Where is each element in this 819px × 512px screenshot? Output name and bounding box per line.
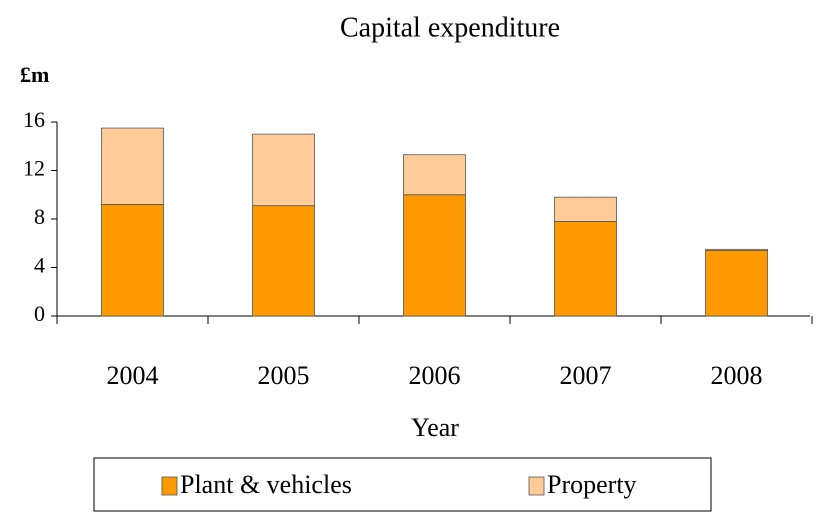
bar-segment xyxy=(705,248,768,251)
y-tick-label: 16 xyxy=(23,107,45,132)
x-axis-label: Year xyxy=(411,413,459,442)
chart-title: Capital expenditure xyxy=(340,12,560,43)
x-tick-label: 2007 xyxy=(560,361,612,390)
legend-swatch xyxy=(528,476,545,496)
bar-segment xyxy=(101,204,164,317)
legend-swatch xyxy=(161,476,178,496)
y-axis-label: £m xyxy=(20,62,49,87)
bar-segment xyxy=(554,196,617,222)
y-tick-label: 12 xyxy=(23,156,45,181)
legend-label: Property xyxy=(547,470,637,499)
bar-segment xyxy=(403,194,466,317)
bar-segment xyxy=(554,221,617,317)
x-tick-label: 2008 xyxy=(711,361,763,390)
bar-segment xyxy=(403,154,466,196)
legend-label: Plant & vehicles xyxy=(180,470,352,499)
legend-box xyxy=(93,457,712,512)
y-tick-label: 4 xyxy=(34,253,45,278)
bar-segment xyxy=(705,250,768,317)
bar-segment xyxy=(252,205,315,317)
y-tick-label: 0 xyxy=(34,301,45,326)
y-tick-label: 8 xyxy=(34,204,45,229)
x-tick-label: 2004 xyxy=(107,361,159,390)
x-tick-label: 2005 xyxy=(258,361,310,390)
bar-segment xyxy=(252,133,315,207)
bar-segment xyxy=(101,127,164,205)
x-tick-label: 2006 xyxy=(409,361,461,390)
